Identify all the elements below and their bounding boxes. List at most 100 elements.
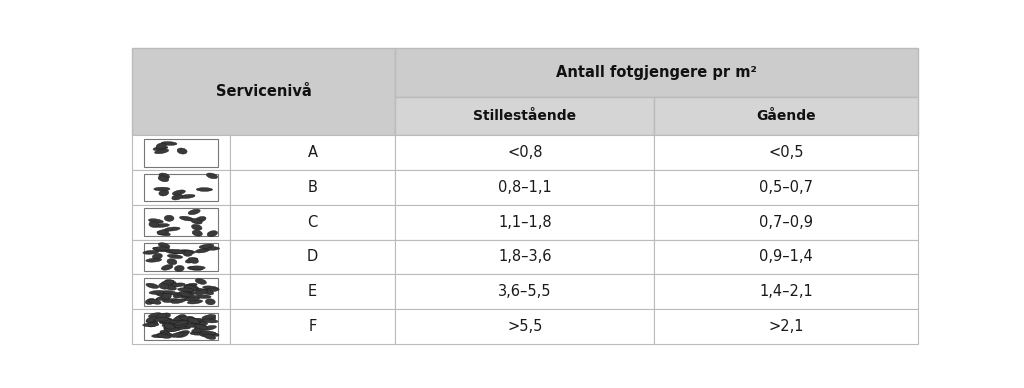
Ellipse shape (173, 321, 183, 327)
Ellipse shape (195, 290, 208, 295)
Ellipse shape (187, 267, 203, 270)
Ellipse shape (171, 250, 187, 254)
Ellipse shape (193, 230, 203, 236)
Ellipse shape (148, 313, 162, 318)
Bar (143, 278, 218, 306)
Bar (395, 48, 918, 97)
Ellipse shape (191, 224, 202, 230)
Ellipse shape (202, 319, 218, 323)
Bar (132, 274, 230, 309)
Ellipse shape (186, 319, 202, 323)
Text: 3,6–5,5: 3,6–5,5 (498, 284, 552, 299)
Ellipse shape (173, 316, 183, 322)
Ellipse shape (205, 332, 219, 336)
Bar (654, 205, 918, 239)
Bar (395, 135, 654, 170)
Ellipse shape (184, 324, 201, 327)
Text: 0,5–0,7: 0,5–0,7 (759, 180, 813, 195)
Ellipse shape (188, 258, 199, 263)
Ellipse shape (157, 231, 170, 236)
Ellipse shape (184, 317, 195, 322)
Ellipse shape (204, 288, 219, 292)
Ellipse shape (174, 320, 188, 325)
Ellipse shape (160, 313, 171, 319)
Bar (654, 274, 918, 309)
Ellipse shape (207, 173, 217, 179)
Bar (132, 135, 230, 170)
Ellipse shape (153, 253, 163, 259)
Bar (654, 309, 918, 344)
Bar (143, 243, 218, 271)
Ellipse shape (187, 300, 203, 304)
Ellipse shape (164, 327, 180, 331)
Ellipse shape (165, 249, 179, 254)
Ellipse shape (203, 289, 214, 295)
Ellipse shape (195, 294, 211, 298)
Bar (230, 239, 395, 274)
Text: A: A (307, 145, 317, 160)
Ellipse shape (196, 248, 210, 253)
Ellipse shape (156, 296, 171, 300)
Ellipse shape (165, 324, 180, 328)
Bar (395, 205, 654, 239)
Ellipse shape (161, 280, 174, 285)
Text: 1,8–3,6: 1,8–3,6 (498, 249, 552, 265)
Bar (654, 170, 918, 205)
Ellipse shape (184, 285, 197, 291)
Ellipse shape (164, 326, 177, 331)
Bar (230, 170, 395, 205)
Text: 1,4–2,1: 1,4–2,1 (759, 284, 813, 299)
Ellipse shape (150, 291, 165, 294)
Ellipse shape (156, 143, 166, 149)
Ellipse shape (190, 218, 202, 224)
Text: F: F (308, 319, 316, 334)
Ellipse shape (154, 223, 169, 227)
Ellipse shape (172, 194, 182, 200)
Ellipse shape (179, 317, 196, 320)
Ellipse shape (176, 331, 189, 336)
Ellipse shape (157, 313, 167, 319)
Text: 0,8–1,1: 0,8–1,1 (498, 180, 552, 195)
Ellipse shape (167, 259, 177, 265)
Ellipse shape (183, 297, 200, 301)
Ellipse shape (197, 188, 213, 191)
Ellipse shape (162, 293, 171, 299)
Ellipse shape (206, 315, 216, 321)
Ellipse shape (162, 322, 176, 327)
Ellipse shape (189, 266, 205, 270)
Ellipse shape (179, 291, 190, 297)
Ellipse shape (159, 190, 169, 196)
Ellipse shape (172, 190, 185, 195)
Ellipse shape (159, 318, 170, 324)
Text: >2,1: >2,1 (768, 319, 804, 334)
Ellipse shape (200, 331, 209, 337)
Bar (230, 309, 395, 344)
Ellipse shape (145, 258, 162, 262)
Ellipse shape (207, 230, 217, 237)
Ellipse shape (159, 173, 170, 179)
Ellipse shape (180, 293, 190, 298)
Text: <0,8: <0,8 (507, 145, 543, 160)
Bar (230, 274, 395, 309)
Bar (230, 205, 395, 239)
Ellipse shape (203, 326, 216, 330)
Ellipse shape (171, 332, 184, 337)
Ellipse shape (195, 324, 207, 330)
Ellipse shape (195, 324, 208, 329)
Bar (143, 208, 218, 236)
Bar (395, 239, 654, 274)
Ellipse shape (165, 326, 174, 332)
Text: 0,7–0,9: 0,7–0,9 (759, 215, 813, 230)
Ellipse shape (152, 334, 168, 338)
Ellipse shape (184, 284, 199, 289)
Text: B: B (308, 180, 317, 195)
Ellipse shape (163, 298, 178, 303)
Ellipse shape (145, 298, 156, 305)
Bar (230, 135, 395, 170)
Ellipse shape (199, 244, 214, 248)
Ellipse shape (191, 321, 208, 325)
Ellipse shape (158, 317, 168, 322)
Ellipse shape (177, 292, 191, 296)
Ellipse shape (200, 331, 216, 335)
Text: 0,9–1,4: 0,9–1,4 (759, 249, 813, 265)
